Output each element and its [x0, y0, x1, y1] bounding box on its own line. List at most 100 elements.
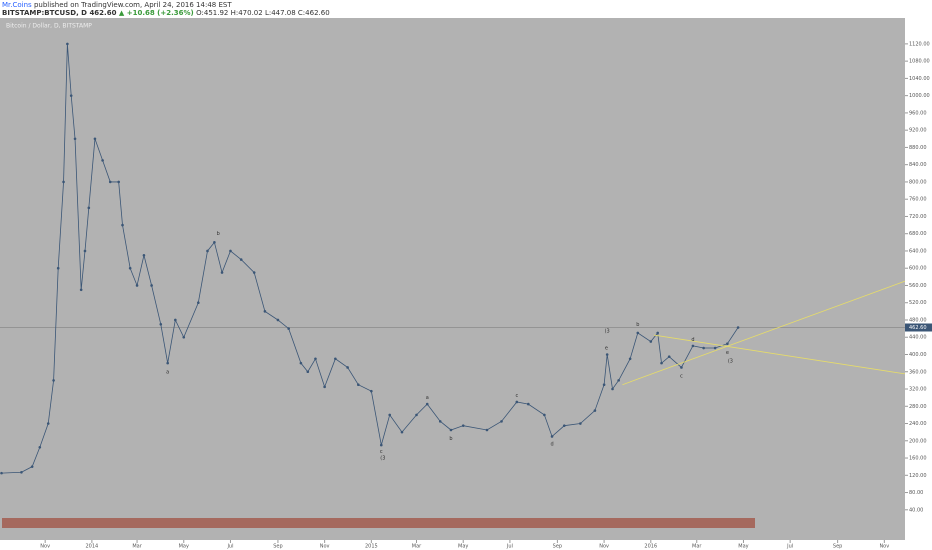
price-point: [485, 428, 489, 432]
x-tick-label: Nov: [879, 544, 889, 550]
header-line-2: BITSTAMP:BTCUSD, D 462.60 ▲ +10.68 (+2.3…: [2, 9, 330, 17]
y-tick-label: 520.00: [909, 300, 927, 306]
wave-label: (3: [380, 456, 385, 462]
y-tick-label: 720.00: [909, 214, 927, 220]
x-tick-label: 2015: [365, 544, 378, 550]
price-point: [101, 159, 104, 162]
y-tick-label: 160.00: [909, 456, 927, 462]
y-tick-label: 240.00: [909, 421, 927, 427]
price-point: [314, 357, 317, 361]
price-point: [56, 266, 60, 270]
trendline: [653, 334, 906, 375]
y-tick-label: 680.00: [909, 231, 927, 237]
x-tick-label: Sep: [553, 544, 562, 550]
price-point: [108, 180, 112, 184]
price-point: [323, 385, 326, 389]
y-tick-label: 920.00: [909, 128, 927, 134]
y-tick-label: 1120.00: [909, 41, 930, 47]
price-point: [206, 249, 209, 253]
price-point: [239, 258, 243, 261]
x-tick-label: Sep: [273, 544, 282, 550]
y-tick-label: 480.00: [909, 317, 927, 323]
price-point: [611, 387, 614, 391]
header-line-1: Mr.Coins published on TradingView.com, A…: [2, 1, 232, 9]
y-tick-label: 1000.00: [909, 93, 930, 99]
y-tick-label: 440.00: [909, 335, 927, 341]
y-tick-label: 600.00: [909, 266, 927, 272]
symbol: BITSTAMP:BTCUSD, D: [2, 9, 87, 17]
price-point: [128, 266, 132, 270]
price-axis-bg: [905, 18, 932, 550]
x-tick-label: Jul: [226, 544, 233, 550]
price-point: [287, 327, 290, 330]
y-tick-label: 120.00: [909, 473, 927, 479]
wave-label: b: [449, 436, 452, 442]
author[interactable]: Mr.Coins: [2, 1, 32, 9]
price-point: [83, 249, 87, 253]
price-point: [166, 361, 169, 365]
price-point: [73, 137, 77, 141]
wave-label: (3: [605, 328, 610, 334]
price-point: [252, 271, 256, 274]
trendline: [622, 280, 906, 386]
price-point: [649, 340, 653, 343]
price-point: [379, 443, 383, 447]
price-point: [617, 379, 620, 382]
plot-bg: [0, 18, 905, 540]
price-point: [62, 180, 65, 184]
x-tick-label: May: [179, 544, 189, 550]
price-point: [736, 326, 740, 329]
last-price-box: [905, 323, 932, 332]
price-point: [69, 94, 73, 97]
x-tick-label: Nov: [599, 544, 609, 550]
price-point: [306, 370, 310, 374]
price-point: [20, 470, 23, 474]
y-tick-label: 80.00: [909, 490, 923, 496]
ohlc: O:451.92 H:470.02 L:447.08 C:462.60: [196, 9, 330, 17]
price-point: [515, 400, 519, 404]
price-point: [713, 346, 717, 350]
y-tick-label: 880.00: [909, 145, 927, 151]
y-tick-label: 200.00: [909, 438, 927, 444]
x-tick-label: May: [458, 544, 468, 550]
price-point: [680, 366, 683, 369]
price-point: [370, 389, 373, 393]
price-point: [449, 428, 453, 432]
price-point: [52, 379, 55, 382]
y-tick-label: 960.00: [909, 110, 927, 116]
change: ▲ +10.68 (+2.36%): [118, 9, 194, 17]
price-point: [334, 357, 337, 361]
wave-label: c: [680, 374, 683, 380]
y-tick-label: 320.00: [909, 387, 927, 393]
x-tick-label: Jul: [786, 544, 793, 550]
price-point: [135, 284, 139, 287]
y-tick-label: 1080.00: [909, 59, 930, 65]
price-point: [38, 445, 42, 449]
last: 462.60: [89, 9, 117, 17]
price-point: [213, 241, 216, 244]
y-tick-label: 760.00: [909, 197, 927, 203]
wave-label: e: [605, 346, 608, 352]
price-point: [543, 413, 546, 417]
price-point: [500, 420, 503, 423]
price-point: [526, 402, 530, 406]
price-point: [87, 206, 91, 210]
y-tick-label: 1040.00: [909, 76, 930, 82]
price-point: [461, 424, 465, 427]
y-tick-label: 360.00: [909, 369, 927, 375]
x-tick-label: Mar: [412, 544, 422, 550]
price-point: [579, 422, 582, 425]
y-tick-label: 280.00: [909, 404, 927, 410]
wave-label: b: [217, 231, 220, 237]
y-tick-label: 400.00: [909, 352, 927, 358]
price-point: [46, 422, 50, 425]
published: published on TradingView.com, April 24, …: [33, 1, 232, 9]
price-point: [229, 249, 232, 253]
price-point: [79, 288, 83, 292]
price-point: [667, 355, 671, 358]
price-point: [388, 413, 392, 417]
price-point: [174, 318, 177, 322]
price-point: [142, 253, 146, 257]
wave-label: c: [380, 449, 383, 455]
